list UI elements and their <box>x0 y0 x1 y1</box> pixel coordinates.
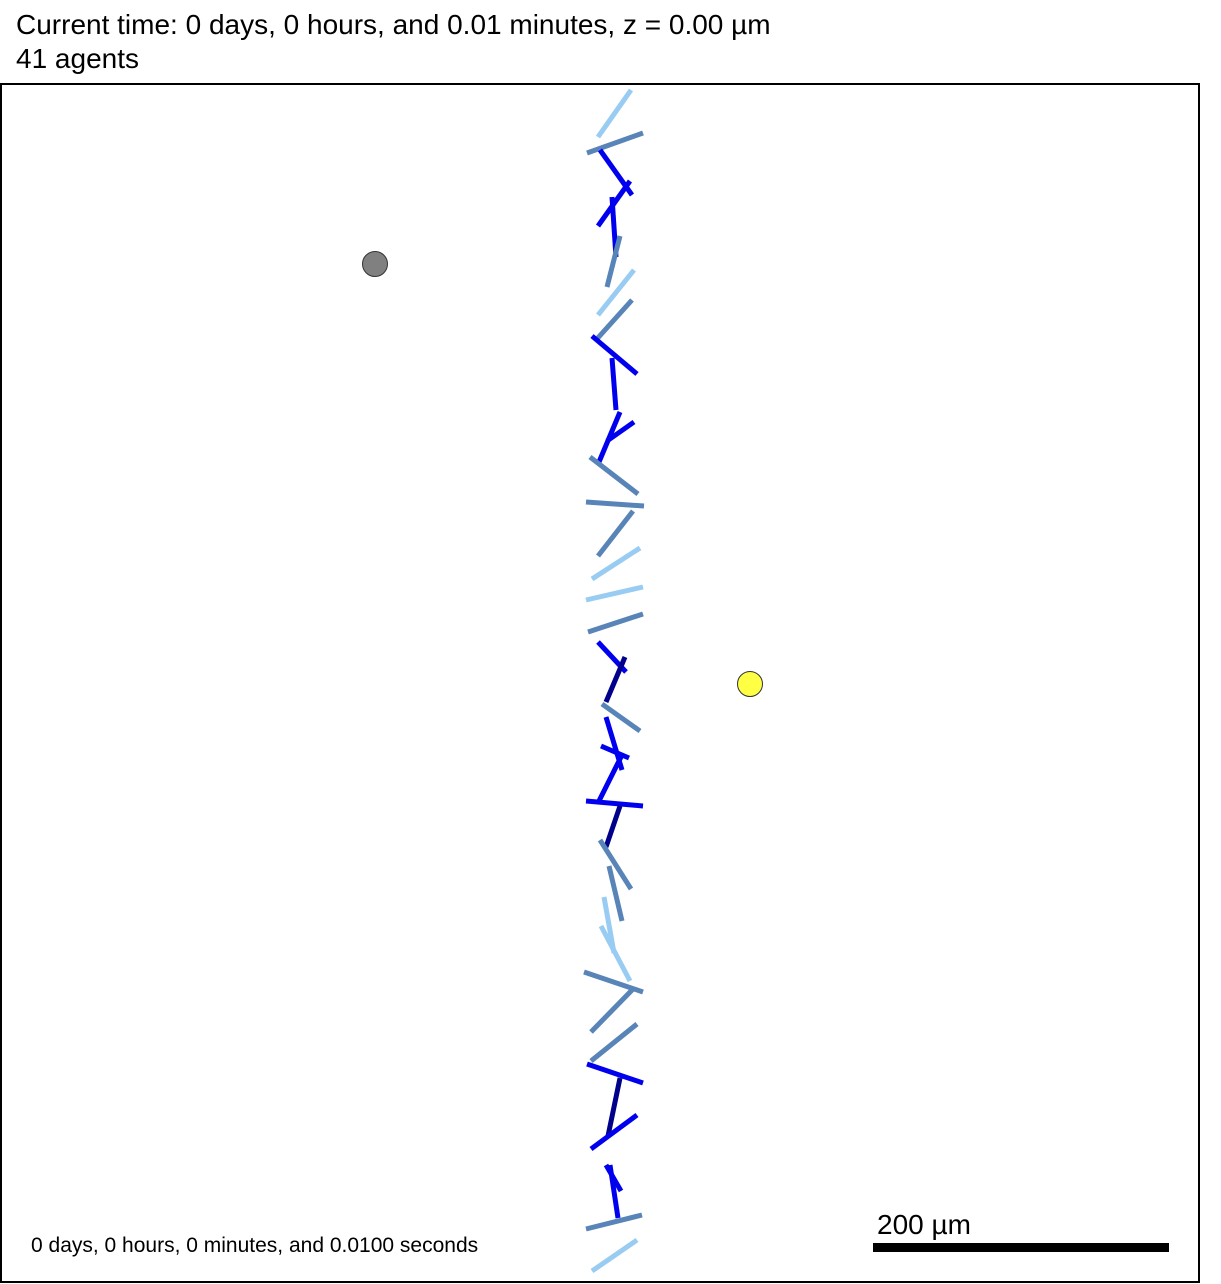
agent-segment <box>585 798 644 809</box>
agent-segment <box>586 130 644 156</box>
agent-segment <box>589 986 636 1034</box>
scale-bar <box>873 1243 1169 1252</box>
scale-bar-label: 200 µm <box>877 1209 971 1240</box>
agent-segment <box>585 499 645 509</box>
agent-segment <box>603 656 628 703</box>
agent-segment <box>609 357 619 411</box>
elapsed-time-label: 0 days, 0 hours, 0 minutes, and 0.0100 s… <box>31 1234 479 1257</box>
agent-segment <box>605 1077 623 1137</box>
agent-segment <box>597 838 634 891</box>
agent-segment <box>587 611 644 635</box>
agent-segment <box>596 753 625 803</box>
agent-segment <box>590 334 639 376</box>
agent-segment <box>596 411 623 463</box>
agent-segment <box>588 455 640 496</box>
domain-frame <box>0 83 1200 1283</box>
agent-segment <box>603 805 623 848</box>
agent-chain <box>583 88 645 1274</box>
agent-segment <box>596 509 635 558</box>
agent-segment <box>589 1022 639 1063</box>
agent-segment <box>585 584 644 603</box>
agent-segment <box>600 743 630 761</box>
agent-segment <box>600 701 642 734</box>
agent-segment <box>590 1237 639 1274</box>
agent-segment <box>607 1164 621 1219</box>
agent-segment <box>594 298 634 342</box>
agent-segment <box>604 235 623 288</box>
agent-segment <box>598 924 633 983</box>
agent-segment <box>606 865 625 922</box>
agent-segment <box>586 1061 644 1086</box>
gray-particle <box>362 251 388 277</box>
agent-segment <box>589 1112 639 1152</box>
current-time-label: Current time: 0 days, 0 hours, and 0.01 … <box>16 9 771 40</box>
agent-segment <box>585 1212 643 1232</box>
agent-segment <box>596 268 636 317</box>
yellow-particle <box>737 671 763 697</box>
agent-segment <box>590 545 642 582</box>
agent-count-label: 41 agents <box>16 43 139 74</box>
agent-segment <box>595 88 634 139</box>
